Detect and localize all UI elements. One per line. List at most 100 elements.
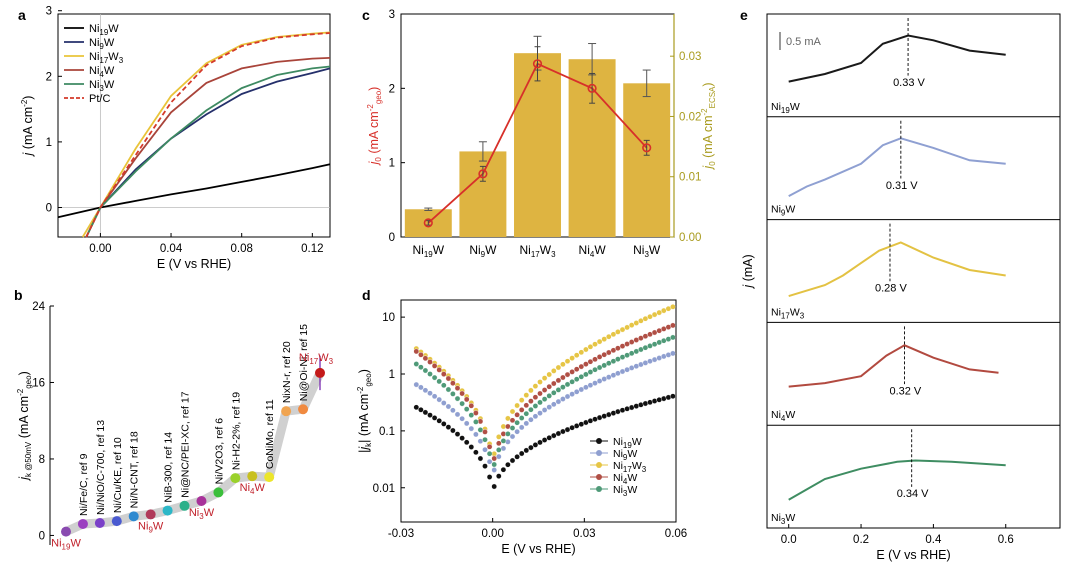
data-point-Ni4W bbox=[624, 341, 630, 347]
y-tick-label: 1 bbox=[389, 158, 395, 170]
data-point-Ni4W bbox=[596, 354, 603, 360]
data-point bbox=[264, 472, 275, 483]
series-line-Ni4W bbox=[85, 57, 331, 238]
x-tick-label: -0.03 bbox=[388, 528, 414, 540]
data-point-Ni17W3 bbox=[619, 326, 626, 333]
data-point-Ni3W bbox=[427, 371, 433, 377]
data-point bbox=[111, 516, 122, 527]
cv-curve-Ni9W bbox=[788, 137, 1006, 197]
data-point-Ni9W bbox=[427, 390, 433, 397]
data-point-Ni19W bbox=[500, 466, 507, 473]
data-point bbox=[145, 509, 156, 520]
data-point-Ni9W bbox=[431, 393, 438, 400]
data-point-Ni19W bbox=[551, 432, 557, 439]
data-point-Ni17W3 bbox=[592, 341, 598, 348]
y-tick-label: 16 bbox=[32, 377, 45, 389]
data-point-Ni3W bbox=[528, 406, 534, 413]
point-label: Ni@Oi-Ni, ref 15 bbox=[298, 324, 310, 401]
y-axis-label: jk @50mV (mA cm-2geo) bbox=[16, 371, 33, 482]
data-point bbox=[247, 471, 258, 482]
data-point-Ni3W bbox=[546, 393, 553, 399]
data-point-Ni19W bbox=[509, 457, 516, 464]
data-point-Ni3W bbox=[418, 364, 424, 371]
point-label: Ni17W3 bbox=[299, 352, 334, 366]
data-point-Ni17W3 bbox=[638, 317, 644, 324]
data-point-Ni3W bbox=[491, 461, 498, 468]
data-point-Ni19W bbox=[661, 395, 667, 402]
data-point-Ni17W3 bbox=[624, 324, 630, 331]
line-marker bbox=[587, 83, 597, 93]
data-point-Ni19W bbox=[413, 404, 420, 411]
data-point-Ni3W bbox=[564, 381, 571, 388]
data-point-Ni4W bbox=[468, 402, 475, 409]
x-tick-label: Ni19W bbox=[413, 243, 445, 259]
data-point-Ni9W bbox=[468, 425, 475, 432]
data-point-Ni4W bbox=[601, 351, 608, 358]
data-point-Ni4W bbox=[569, 369, 575, 375]
plot-frame bbox=[57, 13, 331, 238]
series-line-Ni3W bbox=[85, 65, 331, 238]
legend-entry: Ni19W bbox=[613, 436, 642, 450]
data-point-Ni4W bbox=[541, 387, 548, 393]
series-line-Ni17W3 bbox=[81, 31, 331, 238]
panel-e: 0.5 mA 0.33 V Ni19W 0.31 V Ni9W 0.28 V Ni17W3 0… bbox=[741, 13, 1061, 562]
data-point-Ni4W bbox=[418, 351, 424, 358]
legend-entry: Ni17W3 bbox=[89, 51, 124, 65]
line-marker bbox=[532, 59, 543, 69]
data-point-Ni4W bbox=[445, 375, 452, 382]
data-point-Ni4W bbox=[615, 345, 621, 352]
data-point-Ni19W bbox=[546, 434, 553, 441]
x-tick-label: Ni4W bbox=[579, 243, 607, 259]
data-point-Ni17W3 bbox=[601, 336, 608, 342]
bar-Ni9W bbox=[459, 151, 507, 237]
data-point-Ni19W bbox=[670, 393, 676, 400]
data-point-Ni3W bbox=[473, 419, 479, 425]
data-point-Ni4W bbox=[560, 374, 566, 381]
data-point-Ni3W bbox=[573, 376, 580, 383]
data-point-Ni19W bbox=[468, 444, 475, 450]
data-point-Ni9W bbox=[532, 413, 539, 420]
data-point-Ni19W bbox=[532, 442, 539, 448]
row-label: Ni9W bbox=[771, 204, 795, 218]
data-point-Ni3W bbox=[518, 415, 525, 421]
data-point-Ni19W bbox=[651, 398, 658, 404]
data-point-Ni4W bbox=[509, 417, 516, 424]
data-point-Ni17W3 bbox=[633, 320, 640, 326]
y-tick-label: 2 bbox=[46, 71, 52, 83]
data-point-Ni3W bbox=[523, 410, 530, 417]
data-point-Ni17W3 bbox=[628, 322, 635, 328]
data-point-Ni9W bbox=[596, 378, 603, 384]
data-point-Ni4W bbox=[583, 361, 589, 367]
y-axis-label: j (mA cm-2) bbox=[20, 96, 35, 158]
data-point-Ni9W bbox=[413, 381, 420, 388]
data-point-Ni3W bbox=[601, 362, 608, 369]
data-point-Ni19W bbox=[523, 447, 530, 454]
data-point-Ni4W bbox=[491, 455, 498, 462]
panel-a: 0.00 0.04 0.08 0.12 0 1 2 3 E (V vs RHE) j (mA cm… bbox=[20, 6, 331, 271]
data-point-Ni9W bbox=[592, 380, 598, 386]
data-point-Ni17W3 bbox=[564, 358, 571, 365]
y-tick-label: 0.1 bbox=[379, 426, 395, 438]
panel-d: -0.03 0.00 0.03 0.06 0.01 0.1 1 10 E (V vs RHE) |… bbox=[356, 299, 687, 556]
data-point-Ni4W bbox=[555, 377, 562, 384]
trend-band bbox=[61, 368, 325, 537]
data-point-Ni9W bbox=[514, 428, 520, 435]
data-point-Ni17W3 bbox=[514, 402, 520, 409]
point-label: Ni/N-CNT, ref 18 bbox=[129, 431, 141, 508]
peak-label: 0.32 V bbox=[889, 385, 921, 397]
plot-frame bbox=[766, 13, 1061, 529]
point-label: NixN-r, ref 20 bbox=[281, 341, 293, 403]
x-axis-label: E (V vs RHE) bbox=[876, 548, 950, 562]
cv-curve-Ni17W3 bbox=[788, 241, 1006, 298]
data-point-Ni19W bbox=[642, 400, 649, 407]
data-point-Ni17W3 bbox=[546, 371, 553, 378]
y-tick-label: 0 bbox=[39, 530, 45, 542]
data-point-Ni9W bbox=[418, 384, 424, 391]
data-point-Ni17W3 bbox=[596, 338, 603, 345]
peak-label: 0.31 V bbox=[886, 180, 918, 192]
legend-entry: Ni3W bbox=[613, 484, 637, 498]
data-point-Ni9W bbox=[473, 431, 479, 438]
data-point-Ni4W bbox=[670, 322, 676, 329]
data-point-Ni19W bbox=[537, 439, 543, 446]
data-point-Ni4W bbox=[473, 410, 479, 416]
